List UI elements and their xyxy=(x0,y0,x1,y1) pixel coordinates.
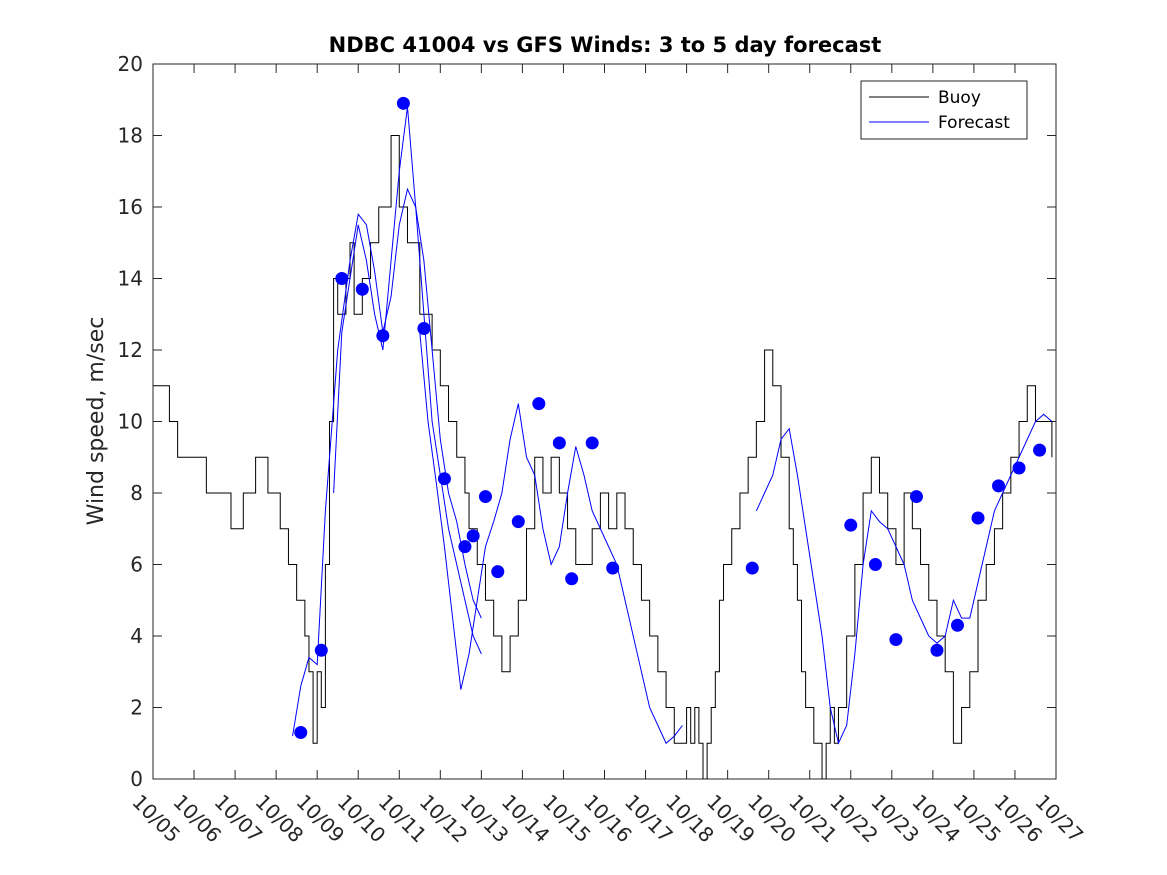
y-tick-label: 20 xyxy=(118,52,143,76)
forecast-marker xyxy=(437,472,451,486)
forecast-marker xyxy=(565,572,579,586)
forecast-marker xyxy=(1033,443,1047,457)
axes-box xyxy=(152,63,1057,780)
forecast-marker xyxy=(889,633,903,647)
y-tick-label: 12 xyxy=(118,338,143,362)
y-tick-label: 4 xyxy=(130,624,143,648)
legend: Buoy Forecast xyxy=(860,80,1028,140)
forecast-marker xyxy=(745,561,759,575)
y-tick-label: 18 xyxy=(118,124,143,148)
y-tick-label: 10 xyxy=(118,410,143,434)
forecast-marker xyxy=(552,436,566,450)
forecast-marker xyxy=(355,282,369,296)
y-tick-label: 14 xyxy=(118,267,143,291)
forecast-marker xyxy=(396,96,410,110)
forecast-marker xyxy=(532,397,546,411)
y-tick-label: 0 xyxy=(130,767,143,791)
forecast-marker xyxy=(478,490,492,504)
forecast-marker xyxy=(466,529,480,543)
forecast-marker xyxy=(868,558,882,571)
legend-forecast-label: Forecast xyxy=(938,113,1010,133)
y-tick-label: 8 xyxy=(130,481,143,505)
forecast-marker xyxy=(909,490,923,504)
forecast-series-line xyxy=(755,413,1053,745)
forecast-marker xyxy=(1012,461,1026,475)
forecast-marker xyxy=(511,515,525,529)
forecast-marker xyxy=(992,479,1006,493)
chart-title: NDBC 41004 vs GFS Winds: 3 to 5 day fore… xyxy=(329,33,882,57)
plot-area: 0246810121416182010/0510/0610/0710/0810/… xyxy=(118,52,1089,847)
forecast-marker xyxy=(606,561,620,575)
forecast-marker xyxy=(585,436,599,450)
forecast-marker xyxy=(376,329,390,343)
forecast-series-line xyxy=(292,187,482,737)
legend-box xyxy=(860,80,1028,140)
forecast-marker xyxy=(844,518,858,532)
forecast-marker xyxy=(335,272,349,285)
y-tick-label: 16 xyxy=(118,195,143,219)
forecast-marker xyxy=(491,565,505,579)
forecast-series-line xyxy=(419,332,683,745)
y-tick-label: 2 xyxy=(130,696,143,720)
forecast-marker xyxy=(314,643,328,657)
forecast-marker xyxy=(294,726,308,740)
y-axis-label: Wind speed, m/sec xyxy=(84,317,109,526)
forecast-marker xyxy=(417,322,431,336)
forecast-marker xyxy=(950,618,964,632)
forecast-marker xyxy=(930,643,944,657)
forecast-marker xyxy=(458,540,472,554)
y-tick-label: 6 xyxy=(130,553,143,577)
forecast-marker xyxy=(971,511,985,525)
legend-buoy-label: Buoy xyxy=(938,88,981,108)
